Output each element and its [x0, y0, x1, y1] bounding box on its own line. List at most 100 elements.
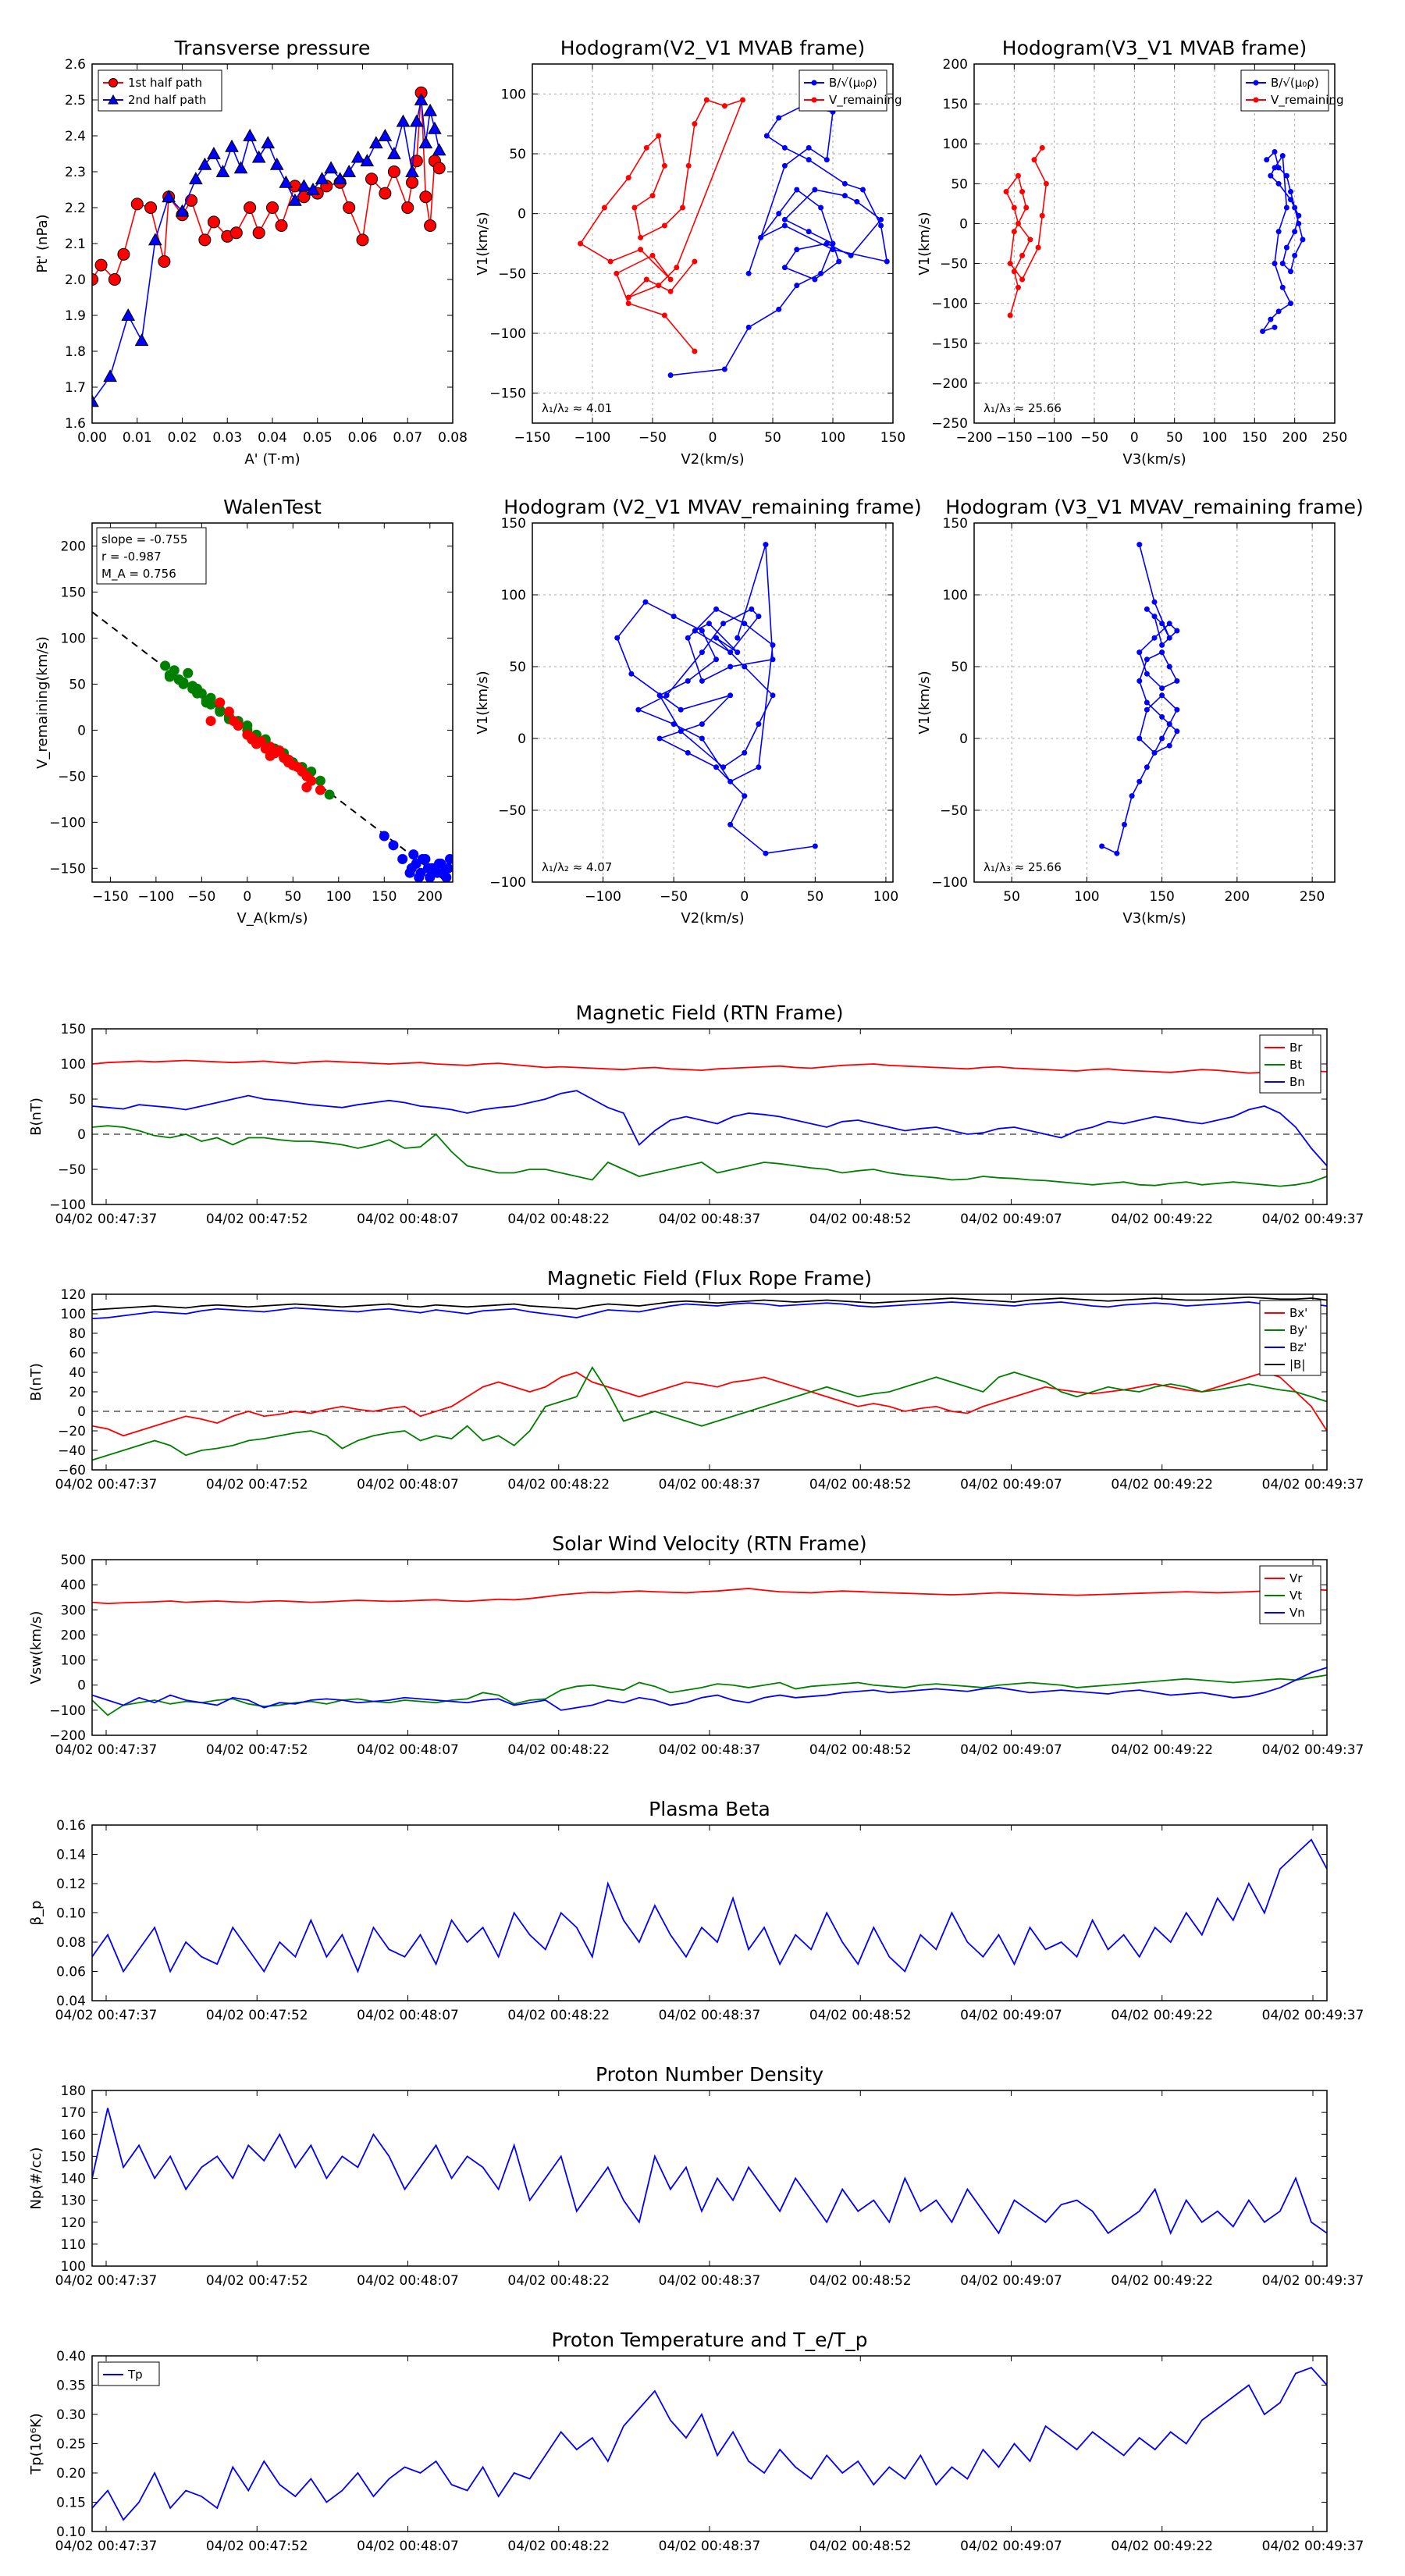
x-tick-label: 04/02 00:48:22: [507, 2273, 610, 2289]
data-point: [215, 697, 226, 708]
plot-area: [92, 1588, 1327, 1717]
y-tick-label: 1.9: [65, 308, 86, 324]
plot-area: [92, 2108, 1327, 2236]
data-point: [233, 161, 248, 174]
data-point: [324, 789, 335, 800]
chart-title: Plasma Beta: [649, 1798, 770, 1820]
data-point: [379, 831, 389, 841]
legend-marker: [1253, 97, 1259, 103]
data-point: [699, 721, 705, 728]
data-point: [692, 121, 698, 127]
y-axis-label: V1(km/s): [475, 212, 491, 275]
data-point: [1166, 664, 1172, 670]
x-tick-label: 50: [1003, 889, 1020, 905]
x-tick-label: 04/02 00:48:37: [659, 1742, 761, 1758]
y-tick-label: −20: [58, 1424, 86, 1439]
plot-area: [160, 660, 453, 882]
data-point: [763, 850, 769, 856]
data-point: [306, 182, 320, 195]
data-point: [628, 671, 635, 677]
y-tick-label: 0.10: [56, 1906, 86, 1922]
data-point: [441, 872, 452, 882]
legend-label: V_remaining: [829, 93, 902, 108]
y-tick-label: 0.20: [56, 2466, 86, 2482]
data-point: [342, 164, 357, 177]
legend-box: [799, 69, 887, 112]
data-point: [699, 678, 705, 684]
y-tick-label: 50: [951, 660, 968, 675]
data-point: [699, 649, 705, 656]
x-tick-label: 150: [372, 889, 397, 905]
axes-frame: [91, 1293, 1328, 1471]
y-tick-label: 50: [69, 677, 86, 692]
series-line: [92, 1667, 1327, 1711]
y-tick-label: 2.3: [65, 165, 86, 180]
y-tick-label: 0.06: [56, 1965, 86, 1980]
data-point: [1272, 148, 1278, 155]
data-point: [1114, 850, 1120, 856]
data-point: [1283, 205, 1289, 211]
data-point: [229, 226, 243, 240]
stats-line: M_A = 0.756: [101, 567, 176, 582]
series-Vr: [92, 1588, 1327, 1605]
data-point: [1122, 821, 1127, 827]
axes-frame: [973, 522, 1336, 883]
x-tick-label: 150: [1149, 889, 1174, 905]
x-tick-label: 0: [709, 430, 717, 446]
data-point: [405, 164, 419, 177]
y-tick-label: 200: [943, 57, 968, 73]
y-tick-label: 180: [61, 2083, 86, 2099]
x-tick-label: 04/02 00:48:52: [809, 2008, 912, 2023]
y-tick-label: 160: [61, 2127, 86, 2143]
data-point: [878, 216, 884, 222]
y-tick-label: 100: [501, 588, 526, 603]
data-point: [360, 154, 375, 167]
data-point: [428, 121, 442, 134]
x-tick-label: 0.08: [438, 430, 468, 446]
y-tick-label: 100: [501, 87, 526, 102]
y-axis-label: β_p: [28, 1901, 44, 1926]
x-tick-label: −150: [92, 889, 129, 905]
y-axis-label: V_remaining(km/s): [34, 636, 51, 769]
x-tick-label: −200: [956, 430, 993, 446]
y-tick-label: 2.5: [65, 93, 86, 109]
chart-h1: Hodogram(V2_V1 MVAB frame) −150 −100 −50 0 50…: [475, 37, 905, 468]
data-point: [1174, 706, 1180, 713]
data-point: [1144, 706, 1150, 713]
chart-title: Hodogram (V3_V1 MVAV_remaining frame): [945, 496, 1364, 518]
data-point: [1144, 671, 1150, 677]
y-tick-label: 150: [943, 516, 968, 532]
data-point: [1144, 656, 1150, 663]
y-tick-label: −50: [940, 803, 968, 819]
data-point: [409, 114, 424, 127]
y-tick-label: 100: [61, 1057, 86, 1073]
x-tick-label: 04/02 00:47:52: [206, 2273, 308, 2289]
data-point: [745, 270, 752, 276]
legend-label: |B|: [1289, 1357, 1305, 1372]
data-point: [1031, 157, 1037, 163]
data-point: [1174, 728, 1180, 735]
x-tick-label: 04/02 00:47:37: [55, 1212, 158, 1227]
data-point: [1011, 229, 1017, 235]
series-line: [92, 1588, 1327, 1605]
data-point: [425, 872, 436, 882]
x-tick-label: 0.04: [258, 430, 287, 446]
data-point: [770, 642, 776, 648]
y-tick-label: −150: [489, 386, 526, 402]
data-point: [1292, 252, 1298, 258]
data-point: [350, 150, 365, 163]
data-point: [625, 175, 631, 181]
series-V: [614, 542, 818, 856]
y-tick-label: 140: [61, 2172, 86, 2187]
y-tick-label: 0.10: [56, 2524, 86, 2540]
y-axis-label: Pt' (nPa): [34, 214, 51, 272]
y-tick-label: −40: [58, 1443, 86, 1459]
x-tick-label: 250: [1300, 889, 1325, 905]
data-point: [173, 674, 184, 685]
data-point: [417, 854, 428, 865]
y-axis-label: Np(#/cc): [28, 2147, 44, 2210]
series-Bn: [92, 1090, 1327, 1167]
data-point: [333, 172, 347, 185]
data-point: [692, 628, 698, 634]
data-point: [727, 649, 734, 656]
